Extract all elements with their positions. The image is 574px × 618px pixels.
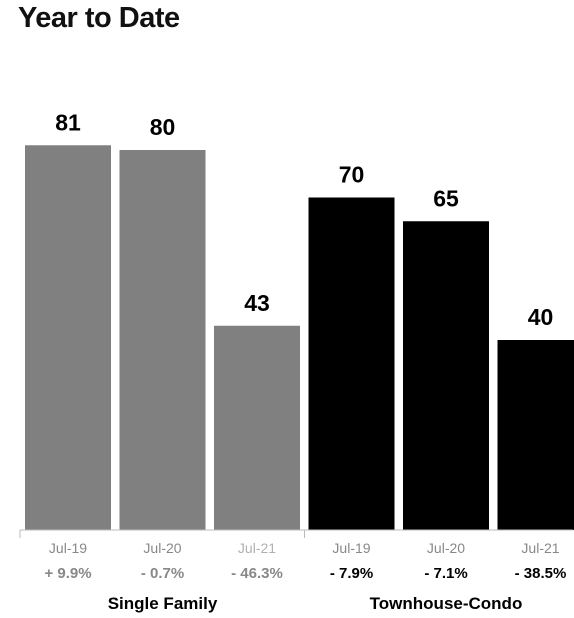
bar-townhouse-condo-jul-20 [403, 221, 489, 530]
x-tick-label: Jul-21 [521, 540, 559, 556]
x-tick-label: Jul-19 [49, 540, 87, 556]
bar-single-family-jul-19 [25, 145, 111, 530]
chart-title: Year to Date [18, 2, 180, 34]
x-tick-label: Jul-20 [143, 540, 181, 556]
x-tick-label: Jul-19 [332, 540, 370, 556]
percent-change-label: - 7.1% [424, 565, 467, 582]
bar-value-label: 70 [339, 162, 365, 188]
x-tick-label: Jul-21 [238, 540, 276, 556]
percent-change-label: - 0.7% [141, 565, 184, 582]
bar-townhouse-condo-jul-21 [497, 340, 574, 530]
bar-value-label: 65 [433, 185, 459, 211]
percent-change-label: - 46.3% [231, 565, 283, 582]
x-tick-label: Jul-20 [427, 540, 465, 556]
group-label: Townhouse-Condo [370, 594, 523, 613]
percent-change-label: + 9.9% [44, 565, 91, 582]
bar-single-family-jul-21 [214, 325, 300, 530]
bar-value-label: 81 [55, 109, 81, 135]
bar-value-label: 43 [244, 290, 270, 316]
group-label: Single Family [108, 594, 218, 613]
bar-value-label: 40 [528, 304, 554, 330]
percent-change-label: - 7.9% [330, 565, 373, 582]
bar-single-family-jul-20 [119, 150, 206, 530]
bar-value-label: 80 [150, 114, 176, 140]
percent-change-label: - 38.5% [515, 565, 567, 582]
bar-townhouse-condo-jul-19 [308, 197, 395, 530]
